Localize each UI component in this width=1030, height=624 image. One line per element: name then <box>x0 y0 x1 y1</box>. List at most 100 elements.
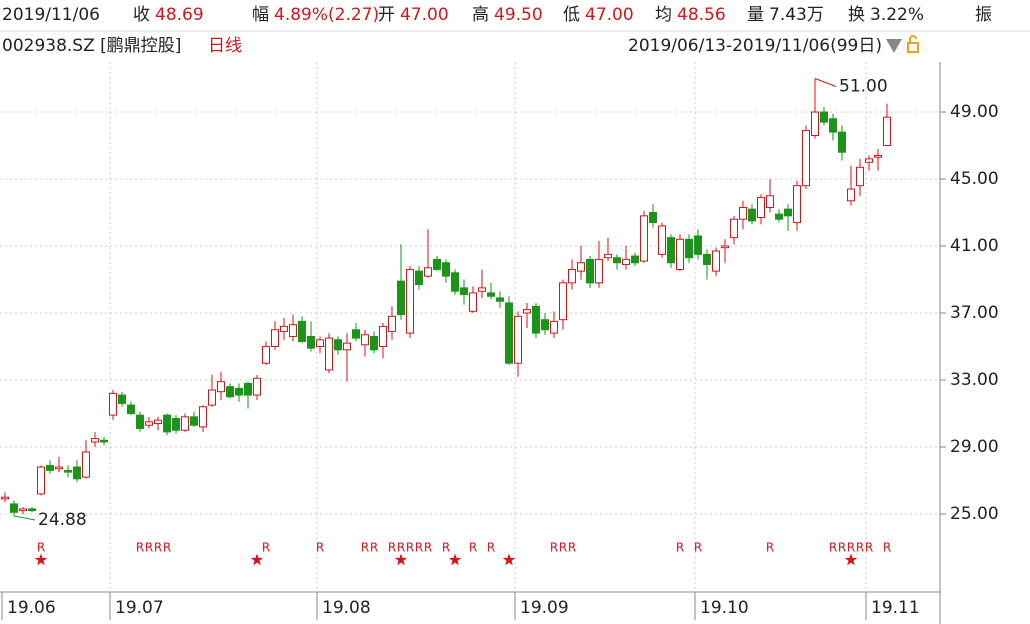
field-value: 48.69 <box>155 5 204 25</box>
dropdown-icon[interactable] <box>886 39 902 53</box>
star-marker <box>250 553 264 566</box>
candle-body <box>649 212 657 224</box>
candle-body <box>208 389 216 406</box>
candle-body <box>415 270 423 286</box>
candle-body <box>685 238 693 259</box>
date: 2019/11/06 <box>2 5 100 25</box>
candle-body <box>532 305 540 334</box>
candle-body <box>37 466 45 495</box>
candle-body <box>586 258 594 284</box>
y-tick-label: 29.00 <box>950 437 999 457</box>
candle-body <box>631 255 639 264</box>
candle-body <box>604 253 612 259</box>
y-tick-label: 41.00 <box>950 236 999 256</box>
candle-body <box>10 503 18 513</box>
candle-body <box>478 287 486 292</box>
candle-body <box>658 225 666 255</box>
candle-body <box>793 185 801 224</box>
r-marker: R <box>838 541 846 555</box>
r-marker: R <box>415 541 423 555</box>
candle-body <box>280 325 288 332</box>
candle-body <box>217 381 225 393</box>
r-marker: R <box>766 541 774 555</box>
r-marker: R <box>559 541 567 555</box>
r-marker: R <box>856 541 864 555</box>
r-marker: R <box>397 541 405 555</box>
field-label: 开 <box>378 5 395 25</box>
candle-body <box>289 324 297 337</box>
field-value: 3.22% <box>870 5 924 25</box>
annotation-arrow <box>814 78 837 87</box>
candle-body <box>802 129 810 187</box>
r-marker: R <box>568 541 576 555</box>
candle-body <box>352 329 360 339</box>
r-marker: R <box>145 541 153 555</box>
candle-body <box>325 337 333 371</box>
field-label: 换 <box>848 5 865 25</box>
field-label: 均 <box>655 5 672 25</box>
field-label: 振 <box>975 5 992 25</box>
star-marker <box>394 553 408 566</box>
r-marker: R <box>694 541 702 555</box>
candle-body <box>262 345 270 364</box>
candle-body <box>235 387 243 396</box>
field-label: 高 <box>472 5 489 25</box>
candle-body <box>766 195 774 208</box>
candle-body <box>829 118 837 133</box>
candle-body <box>55 466 63 470</box>
lock-icon[interactable] <box>907 42 919 53</box>
r-marker: R <box>262 541 270 555</box>
candle-body <box>361 334 369 346</box>
candle-body <box>568 268 576 284</box>
candle-body <box>748 208 756 222</box>
x-tick-label: 19.06 <box>7 598 56 618</box>
candle-body <box>82 451 90 478</box>
x-tick-label: 19.11 <box>871 598 920 618</box>
candle-body <box>1 496 9 500</box>
candle-body <box>460 287 468 296</box>
field-value: 4.89%(2.27) <box>274 5 379 25</box>
candle-body <box>703 253 711 265</box>
candle-body <box>442 262 450 277</box>
r-marker: R <box>424 541 432 555</box>
annotation: 24.88 <box>38 510 87 530</box>
r-marker: R <box>163 541 171 555</box>
candle-body <box>316 339 324 347</box>
candle-body <box>379 325 387 347</box>
candle-body <box>181 416 189 431</box>
candle-body <box>874 155 882 158</box>
candle-body <box>388 315 396 332</box>
r-marker: R <box>136 541 144 555</box>
candle-body <box>370 335 378 351</box>
r-marker: R <box>865 541 873 555</box>
candle-body <box>757 196 765 219</box>
candle-body <box>550 320 558 334</box>
candle-body <box>838 131 846 153</box>
candle-body <box>397 280 405 316</box>
candle-body <box>856 166 864 187</box>
r-marker: R <box>406 541 414 555</box>
candle-body <box>622 258 630 265</box>
y-tick-label: 25.00 <box>950 504 999 524</box>
r-marker: R <box>370 541 378 555</box>
candle-body <box>811 111 819 136</box>
candle-body <box>334 339 342 351</box>
y-tick-label: 49.00 <box>950 102 999 122</box>
period: 日线 <box>208 36 242 56</box>
candle-body <box>820 111 828 123</box>
candle-body <box>451 272 459 292</box>
candle-body <box>433 258 441 270</box>
y-tick-label: 37.00 <box>950 303 999 323</box>
candle-body <box>487 292 495 297</box>
candle-body <box>73 466 81 480</box>
r-marker: R <box>829 541 837 555</box>
candle-body <box>307 335 315 349</box>
star-marker <box>448 553 462 566</box>
lock-shackle <box>909 35 917 43</box>
annotation-arrow <box>13 515 36 521</box>
r-marker: R <box>37 541 45 555</box>
candle-body <box>136 414 144 430</box>
candle-body <box>559 282 567 321</box>
field-label: 低 <box>563 5 580 25</box>
